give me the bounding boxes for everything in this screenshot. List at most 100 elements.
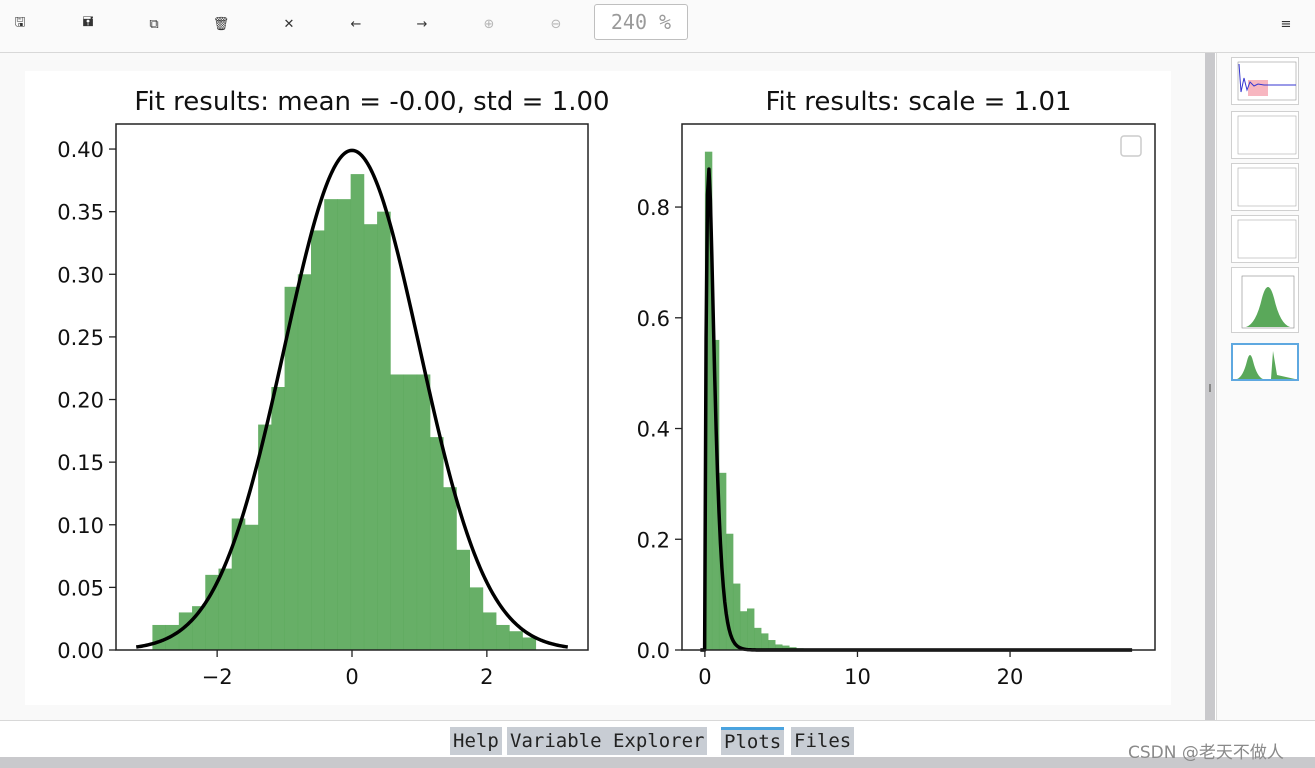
x-tick-label: 10: [844, 665, 871, 689]
close-all-icon[interactable]: ✕: [283, 16, 295, 32]
histogram-bar: [482, 612, 497, 650]
arrow-left-icon[interactable]: ←: [350, 16, 362, 32]
x-tick-label: 2: [480, 665, 493, 689]
watermark-text: CSDN @老天不做人: [1128, 743, 1284, 763]
x-tick-label: −2: [202, 665, 233, 689]
histogram-bar: [739, 611, 748, 650]
histogram-bar: [469, 587, 484, 650]
zoom-input[interactable]: 240 %: [594, 4, 688, 40]
thumbnail-preview: [1237, 219, 1297, 259]
thumbnail-panel: [1216, 53, 1315, 720]
y-tick-label: 0.30: [57, 263, 104, 287]
histogram-bar: [775, 644, 783, 650]
bottom-tab-bar: Help Variable Explorer Plots Files: [0, 720, 1315, 761]
y-tick-label: 0.0: [637, 639, 670, 663]
histogram-bar: [350, 174, 365, 650]
y-tick-label: 0.10: [57, 514, 104, 538]
chart-title: Fit results: scale = 1.01: [765, 87, 1071, 117]
plot-canvas-area: Fit results: mean = -0.00, std = 1.00 0.0…: [0, 53, 1205, 720]
options-menu-icon[interactable]: ≡: [1280, 16, 1292, 32]
histogram-bar: [218, 568, 233, 650]
histogram-bar: [509, 631, 523, 650]
histogram-bar: [732, 583, 741, 650]
left-chart: Fit results: mean = -0.00, std = 1.00 0.0…: [57, 87, 609, 689]
chart-title: Fit results: mean = -0.00, std = 1.00: [134, 87, 609, 117]
histogram-bar: [746, 608, 755, 650]
save-icon[interactable]: 🖫: [14, 15, 26, 30]
thumb-line: [1238, 63, 1296, 93]
histogram-bar: [496, 624, 510, 650]
thumbnail-preview: [1237, 351, 1295, 379]
histogram-bar: [324, 199, 338, 650]
histogram-bar: [337, 199, 352, 650]
histogram-bar: [456, 549, 470, 650]
thumbnail-preview: [1237, 115, 1297, 155]
tab-variable-explorer[interactable]: Variable Explorer: [507, 727, 708, 755]
save-all-icon[interactable]: 🖬: [82, 15, 94, 30]
thumbnail-preview: [1241, 275, 1295, 329]
tab-plots[interactable]: Plots: [721, 727, 785, 755]
y-tick-label: 0.4: [637, 418, 670, 442]
histogram-bar: [443, 487, 457, 650]
histogram-bar: [390, 374, 404, 650]
thumb-frame: [1237, 61, 1297, 101]
y-tick-label: 0.35: [57, 201, 104, 225]
right-chart: Fit results: scale = 1.01 0.0 0.2 0.4 0.6 0.8…: [637, 87, 1156, 689]
histogram-bar: [244, 524, 259, 650]
histogram-bar: [711, 339, 720, 650]
histogram-bar: [768, 640, 776, 650]
histogram-bar: [377, 211, 391, 650]
fit-curve: [135, 148, 569, 649]
thumb-5[interactable]: [1231, 267, 1299, 333]
thumb-histogram: [1246, 287, 1290, 327]
histogram-bar: [761, 633, 769, 650]
histogram-bar: [152, 624, 167, 650]
histogram-bar: [403, 374, 418, 650]
thumb-4[interactable]: [1231, 215, 1299, 263]
arrow-right-icon[interactable]: →: [416, 16, 428, 32]
zoom-in-icon[interactable]: ⊕: [483, 16, 495, 32]
splitter-handle[interactable]: [1209, 384, 1211, 392]
thumb-2[interactable]: [1231, 111, 1299, 159]
histogram-bar: [429, 437, 444, 650]
y-tick-label: 0.05: [57, 576, 104, 600]
thumbnail-preview: [1237, 61, 1297, 101]
axes-frame: [681, 123, 1156, 651]
x-tick-label: 0: [345, 665, 358, 689]
zoom-out-icon[interactable]: ⊖: [550, 16, 562, 32]
histogram-bar: [704, 151, 713, 650]
thumb-frame: [1237, 219, 1297, 259]
thumb-6[interactable]: [1231, 343, 1299, 381]
thumb-histogram: [1237, 355, 1263, 379]
thumb-3[interactable]: [1231, 163, 1299, 211]
histogram-bar: [416, 374, 431, 650]
tab-help[interactable]: Help: [450, 727, 502, 755]
histogram-bar: [725, 533, 734, 650]
y-tick-label: 0.40: [57, 138, 104, 162]
plots-toolbar: 🖫 🖬 ⧉ 🗑 ✕ ← → ⊕ ⊖ 240 % ≡: [0, 0, 1315, 53]
thumbnail-preview: [1237, 167, 1297, 207]
y-tick-label: 0.8: [637, 196, 670, 220]
copy-icon[interactable]: ⧉: [149, 16, 159, 32]
histogram-bar: [205, 574, 219, 650]
tab-files[interactable]: Files: [791, 727, 855, 755]
histogram-bar: [271, 387, 285, 650]
trash-icon[interactable]: 🗑: [212, 16, 230, 32]
x-tick-label: 20: [997, 665, 1024, 689]
thumb-1[interactable]: [1231, 57, 1299, 105]
bottom-scrollbar[interactable]: [0, 757, 1315, 768]
histogram-bar: [297, 274, 312, 650]
thumb-frame: [1237, 115, 1297, 155]
y-tick-label: 0.2: [637, 528, 670, 552]
y-tick-label: 0.20: [57, 389, 104, 413]
histogram-bar: [363, 224, 378, 650]
y-tick-label: 0.25: [57, 326, 104, 350]
y-tick-label: 0.15: [57, 451, 104, 475]
x-tick-label: 0: [698, 665, 711, 689]
histogram-bar: [284, 286, 299, 650]
legend-box: [1120, 135, 1142, 157]
y-tick-label: 0.00: [57, 639, 104, 663]
thumb-frame: [1241, 275, 1295, 329]
histogram-bar: [258, 424, 272, 650]
histogram-bar: [522, 637, 537, 650]
